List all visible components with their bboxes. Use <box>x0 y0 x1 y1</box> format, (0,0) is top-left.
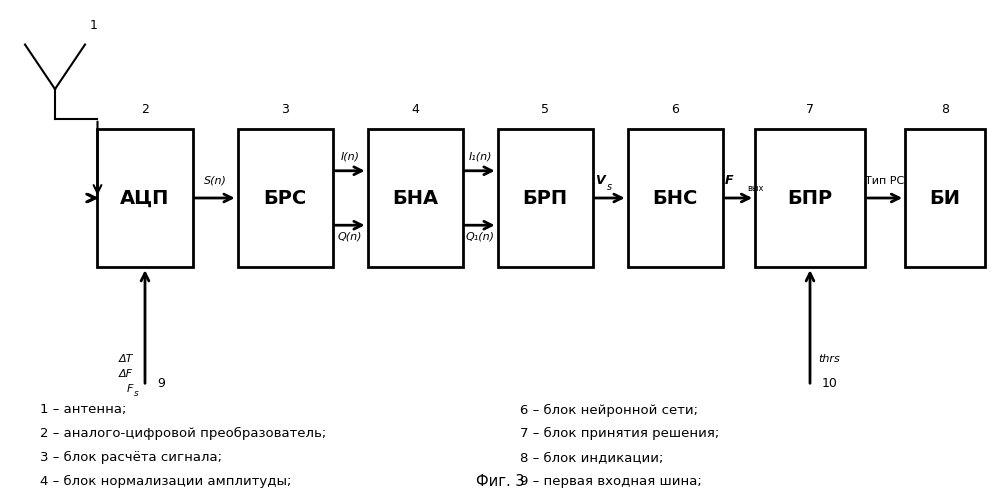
Bar <box>498 129 592 267</box>
Bar <box>905 129 985 267</box>
Text: БИ: БИ <box>930 189 960 207</box>
Text: 6: 6 <box>671 103 679 116</box>
Bar <box>97 129 192 267</box>
Text: 4: 4 <box>411 103 419 116</box>
Text: БРС: БРС <box>263 189 307 207</box>
Text: 1 – антенна;: 1 – антенна; <box>40 403 126 416</box>
Text: Фиг. 3: Фиг. 3 <box>476 474 524 489</box>
Text: 5: 5 <box>541 103 549 116</box>
Text: Тип РС: Тип РС <box>865 176 905 186</box>
Text: Q₁(n): Q₁(n) <box>466 231 494 241</box>
Bar <box>755 129 865 267</box>
Text: 2: 2 <box>141 103 149 116</box>
Text: 3 – блок расчёта сигнала;: 3 – блок расчёта сигнала; <box>40 451 222 464</box>
Text: 8 – блок индикации;: 8 – блок индикации; <box>520 451 663 464</box>
Text: I₁(n): I₁(n) <box>468 152 492 162</box>
Text: 6 – блок нейронной сети;: 6 – блок нейронной сети; <box>520 403 698 416</box>
Text: ΔT: ΔT <box>119 354 133 364</box>
Text: S(n): S(n) <box>204 176 226 186</box>
Text: s: s <box>607 182 612 192</box>
Text: 7: 7 <box>806 103 814 116</box>
Bar <box>238 129 332 267</box>
Text: 8: 8 <box>941 103 949 116</box>
Text: 2 – аналого-цифровой преобразователь;: 2 – аналого-цифровой преобразователь; <box>40 427 326 440</box>
Text: 1: 1 <box>90 19 98 32</box>
Text: F: F <box>127 384 133 394</box>
Text: вых: вых <box>747 184 763 193</box>
Text: БПР: БПР <box>787 189 833 207</box>
Bar <box>628 129 723 267</box>
Text: thrs: thrs <box>818 354 840 364</box>
Text: 10: 10 <box>822 377 838 390</box>
Text: БРП: БРП <box>522 189 568 207</box>
Text: ΔF: ΔF <box>119 369 133 379</box>
Text: 9 – первая входная шина;: 9 – первая входная шина; <box>520 475 702 488</box>
Text: АЦП: АЦП <box>120 189 170 207</box>
Text: 3: 3 <box>281 103 289 116</box>
Text: БНС: БНС <box>652 189 698 207</box>
Bar <box>368 129 462 267</box>
Text: V: V <box>595 174 605 187</box>
Text: I(n): I(n) <box>340 152 360 162</box>
Text: 9: 9 <box>157 377 165 390</box>
Text: F: F <box>724 174 733 187</box>
Text: s: s <box>134 389 139 397</box>
Text: БНА: БНА <box>392 189 438 207</box>
Text: 7 – блок принятия решения;: 7 – блок принятия решения; <box>520 427 719 440</box>
Text: Q(n): Q(n) <box>338 231 362 241</box>
Text: 4 – блок нормализации амплитуды;: 4 – блок нормализации амплитуды; <box>40 475 291 488</box>
